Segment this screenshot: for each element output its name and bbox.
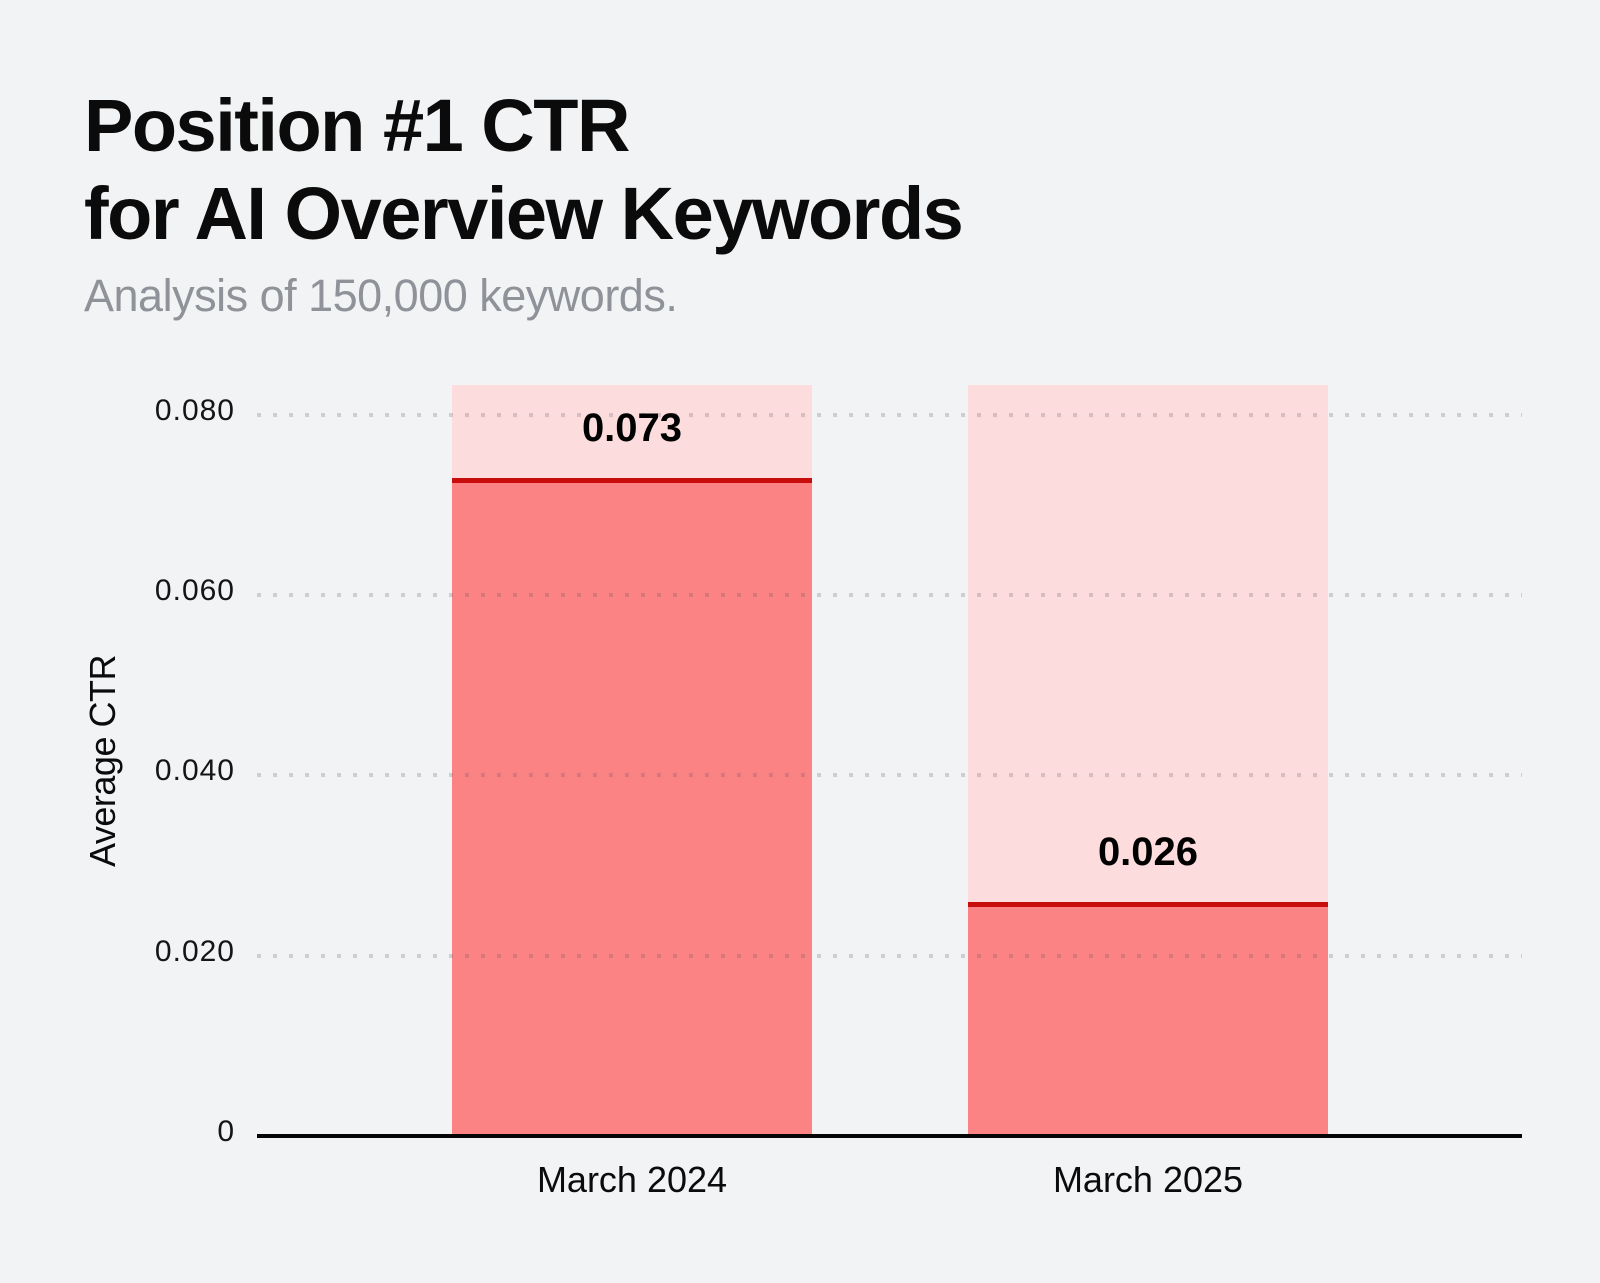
x-axis-line [257,1134,1522,1138]
bar-march-2025 [968,902,1328,1136]
title-line-2: for AI Overview Keywords [84,172,964,255]
bar-value-label-march-2024: 0.073 [581,406,683,450]
bar-value-label-march-2025: 0.026 [1097,830,1199,874]
chart-subtitle: Analysis of 150,000 keywords. [84,270,678,321]
y-tick-label-0.060: 0.060 [154,574,235,607]
y-tick-label-0.080: 0.080 [154,394,235,427]
bar-march-2024 [452,478,812,1136]
gridline-0.020 [257,954,1522,958]
y-tick-label-0.020: 0.020 [154,935,235,968]
gridline-0.080 [257,413,1522,417]
y-tick-label-0.040: 0.040 [154,754,235,787]
title-line-1: Position #1 CTR [84,84,630,167]
x-tick-label-march-2025: March 2025 [1052,1159,1244,1200]
y-tick-label-0: 0 [217,1115,235,1148]
page-title: Position #1 CTR for AI Overview Keywords [84,82,964,258]
gridline-0.060 [257,593,1522,597]
x-tick-label-march-2024: March 2024 [536,1159,728,1200]
gridline-0.040 [257,773,1522,777]
